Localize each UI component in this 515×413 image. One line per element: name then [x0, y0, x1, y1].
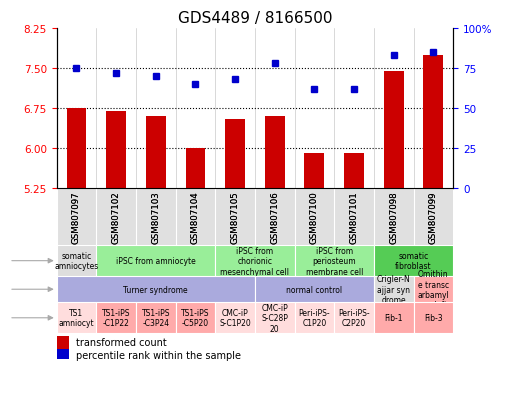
Text: GSM807100: GSM807100 [310, 191, 319, 244]
Bar [106, 112, 126, 188]
Bar [414, 277, 453, 302]
Bar [295, 245, 374, 277]
Bar [215, 302, 255, 334]
Bar [374, 245, 453, 277]
Bar [295, 188, 334, 245]
Bar [136, 302, 176, 334]
Text: GSM807099: GSM807099 [429, 191, 438, 244]
Text: Crigler-N
ajjar syn
drome: Crigler-N ajjar syn drome [377, 275, 410, 304]
Bar [334, 188, 374, 245]
Bar [255, 302, 295, 334]
Text: somatic
fibroblast: somatic fibroblast [395, 252, 432, 271]
Bar [176, 302, 215, 334]
Bar [374, 277, 414, 302]
Text: GSM807102: GSM807102 [112, 191, 121, 244]
Bar [96, 245, 215, 277]
Bar [215, 245, 295, 277]
Text: TS1-iPS
-C1P22: TS1-iPS -C1P22 [102, 309, 130, 328]
Bar [57, 302, 96, 334]
Text: iPSC from amniocyte: iPSC from amniocyte [116, 256, 196, 266]
Text: iPSC from
periosteum
membrane cell: iPSC from periosteum membrane cell [305, 246, 363, 276]
Bar [344, 154, 364, 188]
Text: GSM807098: GSM807098 [389, 191, 398, 244]
Text: CMC-iP
S-C28P
20: CMC-iP S-C28P 20 [261, 303, 288, 333]
Bar [57, 336, 68, 349]
Text: Turner syndrome: Turner syndrome [124, 285, 188, 294]
Text: Fib-1: Fib-1 [385, 313, 403, 323]
Bar [384, 71, 404, 188]
Text: GSM807097: GSM807097 [72, 191, 81, 244]
Text: TS1-iPS
-C3P24: TS1-iPS -C3P24 [142, 309, 170, 328]
Bar [146, 116, 166, 188]
Bar [185, 149, 205, 188]
Text: CMC-iP
S-C1P20: CMC-iP S-C1P20 [219, 309, 251, 328]
Text: TS1
amniocyt: TS1 amniocyt [59, 309, 94, 328]
Text: GSM807105: GSM807105 [231, 191, 239, 244]
Bar [176, 188, 215, 245]
Bar [255, 188, 295, 245]
Text: GSM807104: GSM807104 [191, 191, 200, 244]
Text: GSM807106: GSM807106 [270, 191, 279, 244]
Text: normal control: normal control [286, 285, 342, 294]
Text: Peri-iPS-
C2P20: Peri-iPS- C2P20 [338, 309, 370, 328]
Bar [374, 188, 414, 245]
Bar [215, 188, 255, 245]
Bar [414, 302, 453, 334]
Bar [334, 302, 374, 334]
Bar [265, 116, 285, 188]
Text: transformed count: transformed count [76, 338, 167, 348]
Bar [414, 188, 453, 245]
Bar [255, 277, 374, 302]
Bar [136, 188, 176, 245]
Text: GSM807104: GSM807104 [191, 191, 200, 244]
Text: GSM807106: GSM807106 [270, 191, 279, 244]
Text: GSM807100: GSM807100 [310, 191, 319, 244]
Bar [96, 188, 136, 245]
Text: somatic
amniocytes: somatic amniocytes [55, 252, 98, 271]
Text: GSM807101: GSM807101 [350, 191, 358, 244]
Bar [374, 302, 414, 334]
Text: TS1-iPS
-C5P20: TS1-iPS -C5P20 [181, 309, 210, 328]
Bar [423, 55, 443, 188]
Text: GSM807101: GSM807101 [350, 191, 358, 244]
Text: GSM807102: GSM807102 [112, 191, 121, 244]
Text: GSM807103: GSM807103 [151, 191, 160, 244]
Bar [295, 302, 334, 334]
Bar [225, 119, 245, 188]
Text: GSM807099: GSM807099 [429, 191, 438, 244]
Bar [96, 302, 136, 334]
Title: GDS4489 / 8166500: GDS4489 / 8166500 [178, 12, 332, 26]
Text: Fib-3: Fib-3 [424, 313, 443, 323]
Text: GSM807098: GSM807098 [389, 191, 398, 244]
Text: GSM807103: GSM807103 [151, 191, 160, 244]
Bar [304, 154, 324, 188]
Bar [57, 349, 68, 362]
Bar [57, 188, 96, 245]
Text: iPSC from
chorionic
mesenchymal cell: iPSC from chorionic mesenchymal cell [220, 246, 289, 276]
Text: Omithin
e transc
arbamyl
ase defic: Omithin e transc arbamyl ase defic [416, 269, 451, 310]
Bar [57, 245, 96, 277]
Text: GSM807097: GSM807097 [72, 191, 81, 244]
Text: percentile rank within the sample: percentile rank within the sample [76, 351, 242, 361]
Bar [57, 277, 255, 302]
Text: GSM807105: GSM807105 [231, 191, 239, 244]
Text: Peri-iPS-
C1P20: Peri-iPS- C1P20 [299, 309, 330, 328]
Bar [66, 109, 87, 188]
